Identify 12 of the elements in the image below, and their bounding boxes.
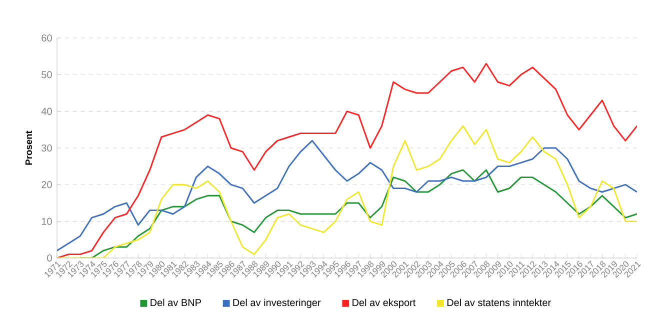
y-tick-label: 30 xyxy=(42,144,52,152)
legend-label: Del av BNP xyxy=(150,298,201,306)
y-axis-title: Prosent xyxy=(26,130,32,165)
y-tick-label: 40 xyxy=(41,108,52,115)
legend-label: Del av investeringer xyxy=(233,298,321,308)
y-tick-label: 60 xyxy=(42,34,52,42)
y-tick-label: 20 xyxy=(42,181,52,188)
y-tick-label: 50 xyxy=(42,71,52,78)
legend-label: Del av statens inntekter xyxy=(447,298,551,306)
y-tick-label: 10 xyxy=(42,218,52,225)
legend-label: Del av eksport xyxy=(352,298,416,308)
y-tick-label: 0 xyxy=(47,254,52,262)
